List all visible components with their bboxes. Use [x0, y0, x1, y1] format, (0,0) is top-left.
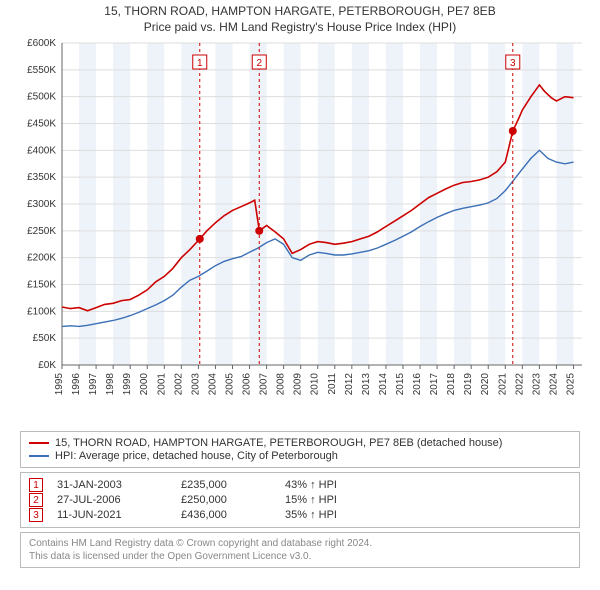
x-tick-label: 2017	[429, 373, 440, 396]
chart-svg: £0K £50K £100K £150K £200K £250K £300K £350K £40…	[10, 35, 590, 425]
event-date: 27-JUL-2006	[57, 494, 167, 506]
x-tick-label: 2018	[446, 373, 457, 396]
x-tick-label: 2024	[548, 373, 559, 396]
license-line: Contains HM Land Registry data © Crown c…	[29, 537, 571, 550]
x-tick-label: 2001	[156, 373, 167, 396]
event-badge: 2	[29, 493, 43, 507]
y-tick-label: £200K	[27, 253, 56, 264]
legend-swatch	[29, 442, 49, 444]
event-pct: 43% ↑ HPI	[285, 479, 337, 491]
legend-label: 15, THORN ROAD, HAMPTON HARGATE, PETERBO…	[55, 437, 502, 449]
event-date: 11-JUN-2021	[57, 509, 167, 521]
y-tick-label: £350K	[27, 172, 56, 183]
x-tick-label: 2007	[259, 373, 270, 396]
y-tick-label: £250K	[27, 226, 56, 237]
x-tick-label: 2013	[361, 373, 372, 396]
y-tick-label: £50K	[33, 333, 57, 344]
legend-box: 15, THORN ROAD, HAMPTON HARGATE, PETERBO…	[20, 431, 580, 468]
title-line-1: 15, THORN ROAD, HAMPTON HARGATE, PETERBO…	[10, 4, 590, 20]
x-tick-label: 2010	[310, 373, 321, 396]
x-tick-label: 2012	[344, 373, 355, 396]
x-tick-label: 2003	[190, 373, 201, 396]
x-tick-label: 2022	[514, 373, 525, 396]
x-tick-label: 2009	[293, 373, 304, 396]
event-dot	[196, 235, 204, 243]
legend-row: 15, THORN ROAD, HAMPTON HARGATE, PETERBO…	[29, 437, 571, 449]
license-line: This data is licensed under the Open Gov…	[29, 550, 571, 563]
legend-swatch	[29, 455, 49, 457]
x-tick-label: 1998	[105, 373, 116, 396]
event-badge: 1	[29, 478, 43, 492]
event-date: 31-JAN-2003	[57, 479, 167, 491]
event-row: 1 31-JAN-2003 £235,000 43% ↑ HPI	[29, 478, 571, 492]
x-tick-label: 2005	[224, 373, 235, 396]
event-label-number: 1	[197, 58, 203, 69]
x-tick-label: 2019	[463, 373, 474, 396]
x-tick-label: 1997	[88, 373, 99, 396]
event-label-number: 3	[510, 58, 516, 69]
event-price: £250,000	[181, 494, 271, 506]
y-tick-label: £400K	[27, 146, 56, 157]
x-tick-label: 2011	[327, 373, 338, 395]
x-tick-label: 1996	[71, 373, 82, 396]
license-box: Contains HM Land Registry data © Crown c…	[20, 532, 580, 568]
y-tick-label: £600K	[27, 38, 56, 49]
x-tick-label: 1999	[122, 373, 133, 396]
event-row: 2 27-JUL-2006 £250,000 15% ↑ HPI	[29, 493, 571, 507]
x-tick-label: 2008	[276, 373, 287, 396]
y-tick-label: £300K	[27, 199, 56, 210]
x-tick-label: 2002	[173, 373, 184, 396]
y-tick-label: £500K	[27, 92, 56, 103]
x-tick-label: 2004	[207, 373, 218, 396]
event-pct: 35% ↑ HPI	[285, 509, 337, 521]
x-tick-label: 2020	[480, 373, 491, 396]
event-dot	[255, 227, 263, 235]
x-tick-label: 1995	[54, 373, 65, 396]
event-pct: 15% ↑ HPI	[285, 494, 337, 506]
y-tick-label: £100K	[27, 307, 56, 318]
event-badge: 3	[29, 508, 43, 522]
x-tick-label: 2015	[395, 373, 406, 396]
event-row: 3 11-JUN-2021 £436,000 35% ↑ HPI	[29, 508, 571, 522]
event-price: £436,000	[181, 509, 271, 521]
chart-title-block: 15, THORN ROAD, HAMPTON HARGATE, PETERBO…	[0, 0, 600, 35]
legend-label: HPI: Average price, detached house, City…	[55, 450, 338, 462]
x-tick-label: 2021	[497, 373, 508, 396]
event-label-number: 2	[256, 58, 262, 69]
y-tick-label: £450K	[27, 119, 56, 130]
y-tick-label: £0K	[38, 360, 56, 371]
price-chart: £0K £50K £100K £150K £200K £250K £300K £350K £40…	[10, 35, 590, 425]
event-dot	[509, 127, 517, 135]
x-tick-label: 2006	[242, 373, 253, 396]
y-tick-label: £550K	[27, 65, 56, 76]
x-tick-label: 2016	[412, 373, 423, 396]
event-price: £235,000	[181, 479, 271, 491]
events-box: 1 31-JAN-2003 £235,000 43% ↑ HPI 2 27-JU…	[20, 472, 580, 528]
legend-row: HPI: Average price, detached house, City…	[29, 450, 571, 462]
x-tick-label: 2025	[565, 373, 576, 396]
title-line-2: Price paid vs. HM Land Registry's House …	[10, 20, 590, 36]
x-tick-label: 2023	[531, 373, 542, 396]
y-tick-label: £150K	[27, 280, 56, 291]
x-tick-label: 2014	[378, 373, 389, 396]
x-tick-label: 2000	[139, 373, 150, 396]
